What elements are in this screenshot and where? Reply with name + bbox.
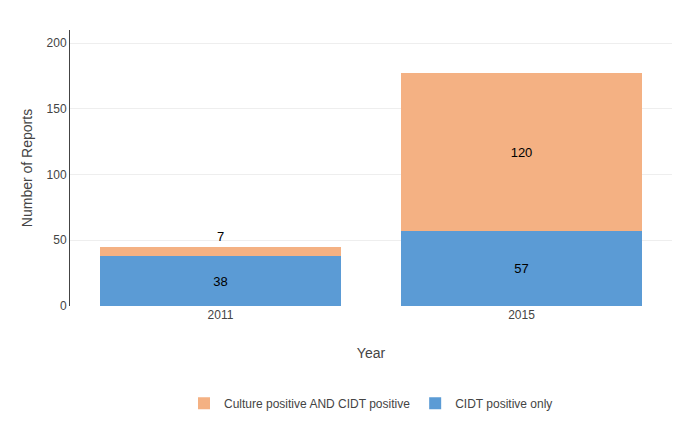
svg-text:2011: 2011 <box>208 308 234 322</box>
svg-text:38: 38 <box>213 274 227 289</box>
svg-text:57: 57 <box>514 261 528 276</box>
svg-text:0: 0 <box>60 299 67 313</box>
svg-text:150: 150 <box>47 102 67 116</box>
svg-text:Year: Year <box>357 345 386 361</box>
svg-text:Culture positive AND CIDT posi: Culture positive AND CIDT positive <box>224 397 410 411</box>
svg-text:CIDT positive only: CIDT positive only <box>455 397 552 411</box>
svg-text:200: 200 <box>47 36 67 50</box>
svg-text:50: 50 <box>53 233 67 247</box>
svg-text:Number of Reports: Number of Reports <box>19 109 35 227</box>
svg-text:7: 7 <box>217 229 224 244</box>
svg-text:100: 100 <box>47 168 67 182</box>
svg-text:2015: 2015 <box>508 308 535 322</box>
svg-text:120: 120 <box>511 145 533 160</box>
